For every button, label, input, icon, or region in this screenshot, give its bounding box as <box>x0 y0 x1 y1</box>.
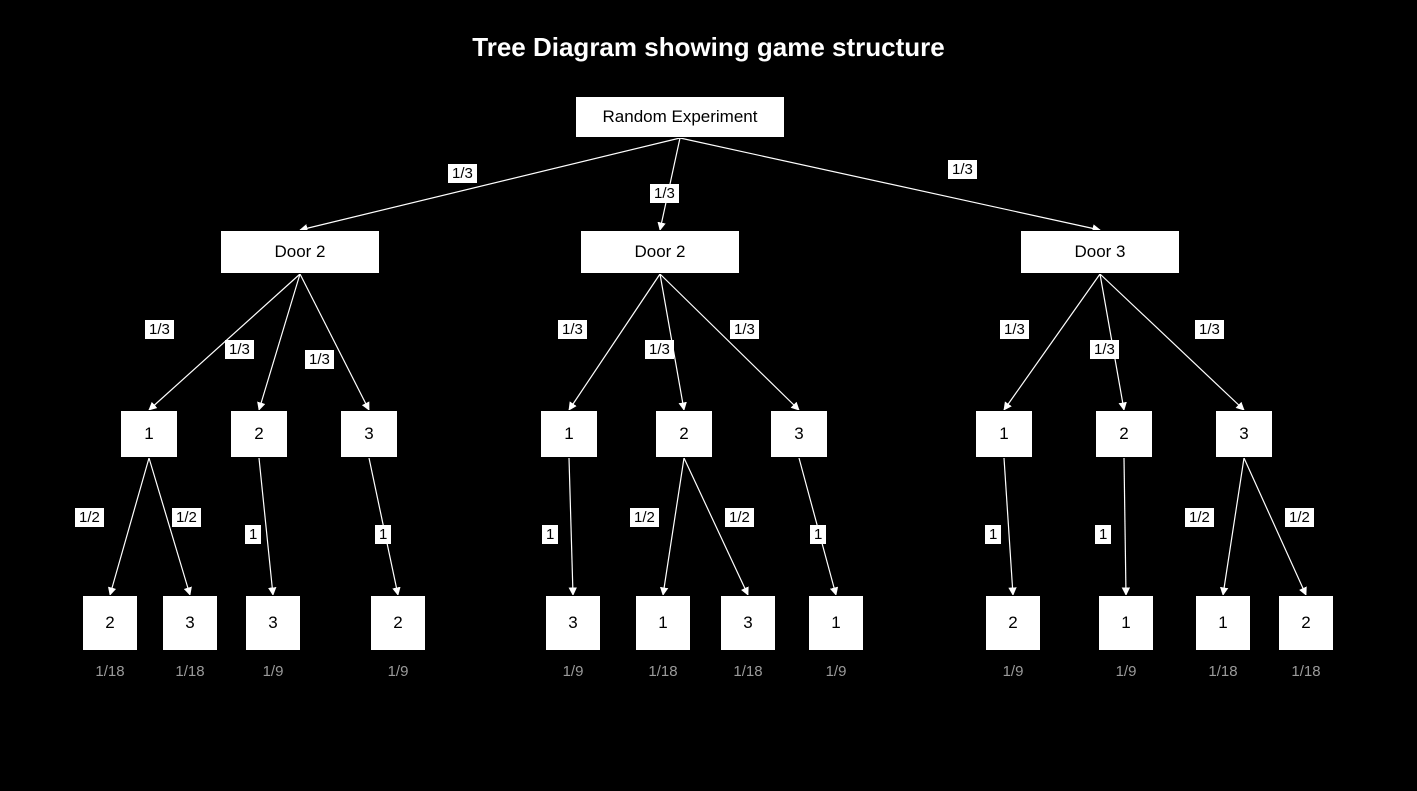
edge-label-d1-d1c2: 1/3 <box>225 340 254 359</box>
tree-node-d1c2: 2 <box>230 410 288 458</box>
edge-label-d2-d2c3: 1/3 <box>730 320 759 339</box>
edge-label-d1c2-l3: 1 <box>245 525 261 544</box>
tree-node-d1: Door 2 <box>220 230 380 274</box>
edge-label-d3c3-l11: 1/2 <box>1185 508 1214 527</box>
edge-label-root-d2: 1/3 <box>650 184 679 203</box>
tree-edge-d1-d1c2 <box>259 274 300 410</box>
tree-node-l3: 3 <box>245 595 301 651</box>
tree-edge-d3c1-l9 <box>1004 458 1013 595</box>
edge-label-d3-d3c1: 1/3 <box>1000 320 1029 339</box>
tree-edge-root-d1 <box>300 138 680 230</box>
leaf-prob-l7: 1/18 <box>723 663 773 680</box>
tree-edge-d3-d3c3 <box>1100 274 1244 410</box>
leaf-prob-l5: 1/9 <box>548 663 598 680</box>
leaf-prob-l6: 1/18 <box>638 663 688 680</box>
edge-label-d3c1-l9: 1 <box>985 525 1001 544</box>
tree-node-l9: 2 <box>985 595 1041 651</box>
tree-node-l1: 2 <box>82 595 138 651</box>
tree-node-l5: 3 <box>545 595 601 651</box>
tree-node-l12: 2 <box>1278 595 1334 651</box>
leaf-prob-l8: 1/9 <box>811 663 861 680</box>
tree-node-l4: 2 <box>370 595 426 651</box>
tree-node-l11: 1 <box>1195 595 1251 651</box>
leaf-prob-l1: 1/18 <box>85 663 135 680</box>
edge-label-d2c1-l5: 1 <box>542 525 558 544</box>
tree-node-d2c3: 3 <box>770 410 828 458</box>
tree-node-d3c2: 2 <box>1095 410 1153 458</box>
tree-node-d3c3: 3 <box>1215 410 1273 458</box>
edge-label-d2c2-l7: 1/2 <box>725 508 754 527</box>
edge-label-d1c3-l4: 1 <box>375 525 391 544</box>
edge-label-d3-d3c3: 1/3 <box>1195 320 1224 339</box>
edge-label-d3-d3c2: 1/3 <box>1090 340 1119 359</box>
edge-label-d2c3-l8: 1 <box>810 525 826 544</box>
tree-node-d1c1: 1 <box>120 410 178 458</box>
tree-node-root: Random Experiment <box>575 96 785 138</box>
tree-edge-d1-d1c3 <box>300 274 369 410</box>
edge-label-root-d3: 1/3 <box>948 160 977 179</box>
edge-label-d2c2-l6: 1/2 <box>630 508 659 527</box>
tree-node-l10: 1 <box>1098 595 1154 651</box>
leaf-prob-l10: 1/9 <box>1101 663 1151 680</box>
tree-node-l2: 3 <box>162 595 218 651</box>
tree-edge-d1c1-l1 <box>110 458 149 595</box>
tree-node-d2c2: 2 <box>655 410 713 458</box>
tree-edge-d2c1-l5 <box>569 458 573 595</box>
leaf-prob-l2: 1/18 <box>165 663 215 680</box>
edge-label-d3c2-l10: 1 <box>1095 525 1111 544</box>
tree-node-l6: 1 <box>635 595 691 651</box>
tree-edge-root-d3 <box>680 138 1100 230</box>
tree-node-d2c1: 1 <box>540 410 598 458</box>
tree-edge-d3c3-l11 <box>1223 458 1244 595</box>
edge-label-d1c1-l2: 1/2 <box>172 508 201 527</box>
tree-node-d1c3: 3 <box>340 410 398 458</box>
tree-node-l7: 3 <box>720 595 776 651</box>
tree-edge-d2-d2c3 <box>660 274 799 410</box>
tree-edge-d3-d3c1 <box>1004 274 1100 410</box>
leaf-prob-l11: 1/18 <box>1198 663 1248 680</box>
diagram-title: Tree Diagram showing game structure <box>0 32 1417 63</box>
tree-node-d3c1: 1 <box>975 410 1033 458</box>
tree-node-l8: 1 <box>808 595 864 651</box>
leaf-prob-l4: 1/9 <box>373 663 423 680</box>
edge-label-d2-d2c2: 1/3 <box>645 340 674 359</box>
tree-node-d3: Door 3 <box>1020 230 1180 274</box>
tree-edge-d2c2-l6 <box>663 458 684 595</box>
edge-label-d1c1-l1: 1/2 <box>75 508 104 527</box>
tree-diagram: Tree Diagram showing game structure Rand… <box>0 0 1417 791</box>
leaf-prob-l12: 1/18 <box>1281 663 1331 680</box>
edge-label-d2-d2c1: 1/3 <box>558 320 587 339</box>
edge-label-d1-d1c1: 1/3 <box>145 320 174 339</box>
leaf-prob-l9: 1/9 <box>988 663 1038 680</box>
tree-edge-d3c2-l10 <box>1124 458 1126 595</box>
edge-label-d1-d1c3: 1/3 <box>305 350 334 369</box>
tree-node-d2: Door 2 <box>580 230 740 274</box>
edge-label-d3c3-l12: 1/2 <box>1285 508 1314 527</box>
leaf-prob-l3: 1/9 <box>248 663 298 680</box>
edge-label-root-d1: 1/3 <box>448 164 477 183</box>
